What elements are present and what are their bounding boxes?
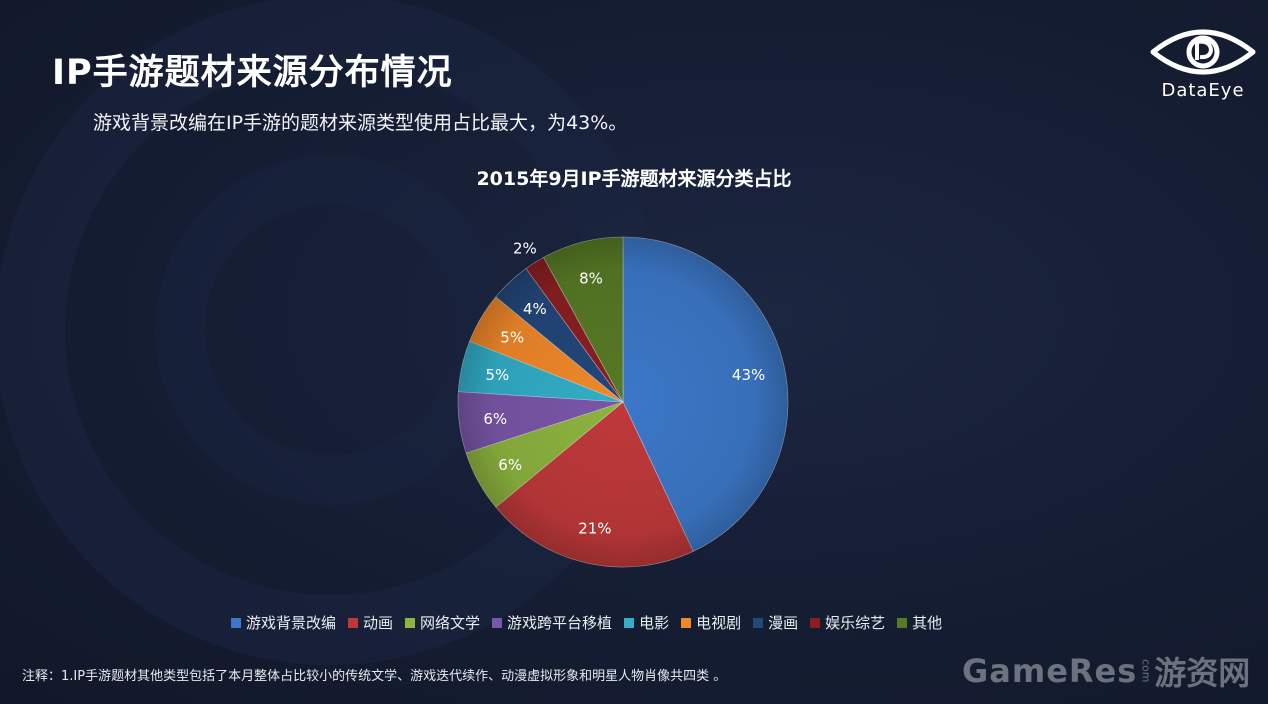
legend-item: 电视剧 <box>681 612 741 633</box>
legend-label: 游戏跨平台移植 <box>507 614 613 632</box>
legend-label: 游戏背景改编 <box>246 614 337 632</box>
page-title: IP手游题材来源分布情况 <box>52 53 453 93</box>
legend-item: 网络文学 <box>405 612 480 633</box>
legend-label: 其他 <box>912 614 943 632</box>
pie-data-label-2: 21% <box>578 520 611 538</box>
legend-item: 游戏跨平台移植 <box>492 612 612 633</box>
chart-legend: 游戏背景改编 动画 网络文学 游戏跨平台移植 电影 电视剧 漫画 娱乐综艺 其他 <box>231 612 954 633</box>
legend-swatch <box>753 617 764 628</box>
legend-item: 动画 <box>348 612 393 633</box>
eye-icon <box>1150 29 1256 75</box>
legend-swatch <box>624 617 635 628</box>
pie-data-label-5: 5% <box>486 366 510 384</box>
legend-item: 漫画 <box>753 612 798 633</box>
pie-data-label-9: 8% <box>579 269 603 287</box>
legend-swatch <box>492 617 503 628</box>
pie-data-label-4: 6% <box>483 410 507 428</box>
brand-logo-text: DataEye <box>1161 80 1245 101</box>
legend-item: 电影 <box>624 612 669 633</box>
footnote: 注释：1.IP手游题材其他类型包括了本月整体占比较小的传统文学、游戏迭代续作、动… <box>22 669 727 684</box>
pie-data-label-1: 43% <box>732 366 765 384</box>
legend-item: 娱乐综艺 <box>810 612 885 633</box>
watermark: GameRes com 游资网 <box>962 648 1250 694</box>
legend-label: 娱乐综艺 <box>825 614 886 632</box>
legend-swatch <box>405 617 416 628</box>
page-subtitle: 游戏背景改编在IP手游的题材来源类型使用占比最大，为43%。 <box>93 112 628 134</box>
pie-data-label-8: 2% <box>513 240 537 258</box>
watermark-com: com <box>1139 659 1153 683</box>
watermark-cn: 游资网 <box>1154 654 1251 692</box>
pie-data-label-6: 5% <box>500 329 524 347</box>
chart-title: 2015年9月IP手游题材来源分类占比 <box>476 168 792 190</box>
pie-data-label-3: 6% <box>498 456 522 474</box>
legend-label: 电视剧 <box>696 614 742 632</box>
legend-swatch <box>348 617 359 628</box>
legend-label: 漫画 <box>768 614 799 632</box>
legend-swatch <box>681 617 692 628</box>
legend-swatch <box>810 617 821 628</box>
watermark-brand: GameRes <box>962 652 1138 690</box>
legend-label: 电影 <box>639 614 670 632</box>
legend-item: 游戏背景改编 <box>231 612 336 633</box>
legend-swatch <box>231 617 241 628</box>
pie-data-label-7: 4% <box>523 300 547 318</box>
legend-label: 动画 <box>363 614 394 632</box>
legend-label: 网络文学 <box>420 614 481 632</box>
legend-swatch <box>897 617 908 628</box>
legend-item: 其他 <box>897 612 942 633</box>
